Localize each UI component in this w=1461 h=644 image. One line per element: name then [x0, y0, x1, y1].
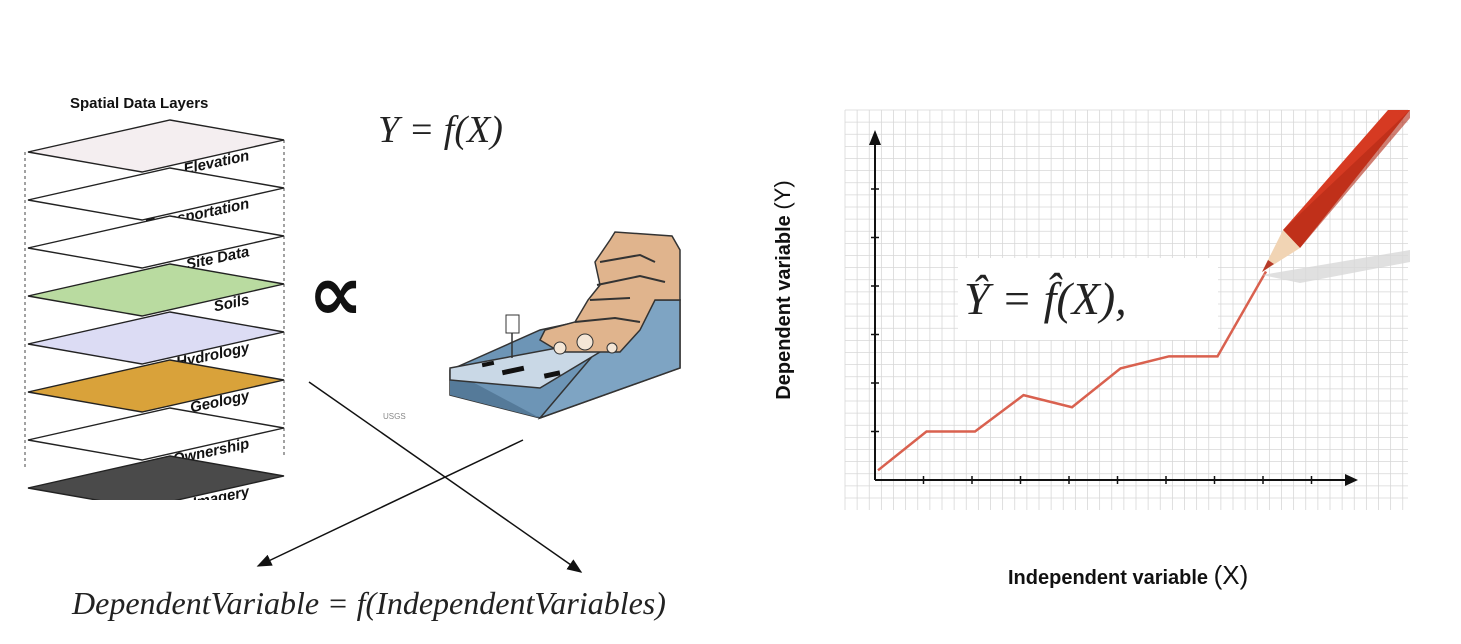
usgs-credit: USGS [383, 412, 406, 421]
layer-site-data: Site Data [27, 215, 285, 273]
y-axis-variable: (Y) [770, 180, 795, 210]
equation-dependent-independent: DependentVariable = f(IndependentVariabl… [72, 585, 666, 621]
graph-marks [877, 270, 1268, 472]
layer-imagery: Imagery [27, 455, 285, 500]
equation-y-equals-f-x: Y = f(X) [378, 109, 503, 151]
arrow-to-independent [308, 381, 583, 573]
arrow-to-dependent [256, 439, 524, 567]
pencil-icon [1262, 110, 1410, 283]
x-axis-label-text: Independent variable [1008, 567, 1209, 589]
proportional-symbol: ∝ [308, 249, 364, 339]
cliff-block [449, 231, 681, 420]
y-axis-label: Dependent variable (Y) [770, 130, 796, 450]
y-axis-label-text: Dependent variable [773, 215, 795, 400]
layer-ownership: Ownership [27, 407, 285, 468]
layers-title: Spatial Data Layers [70, 95, 209, 112]
x-axis-label: Independent variable (X) [1008, 560, 1248, 591]
graph-axes [869, 130, 1358, 486]
x-axis-variable: (X) [1213, 560, 1249, 590]
equation-estimate: Ŷ = f̂(X), [958, 258, 1218, 340]
series-line [877, 270, 1268, 472]
